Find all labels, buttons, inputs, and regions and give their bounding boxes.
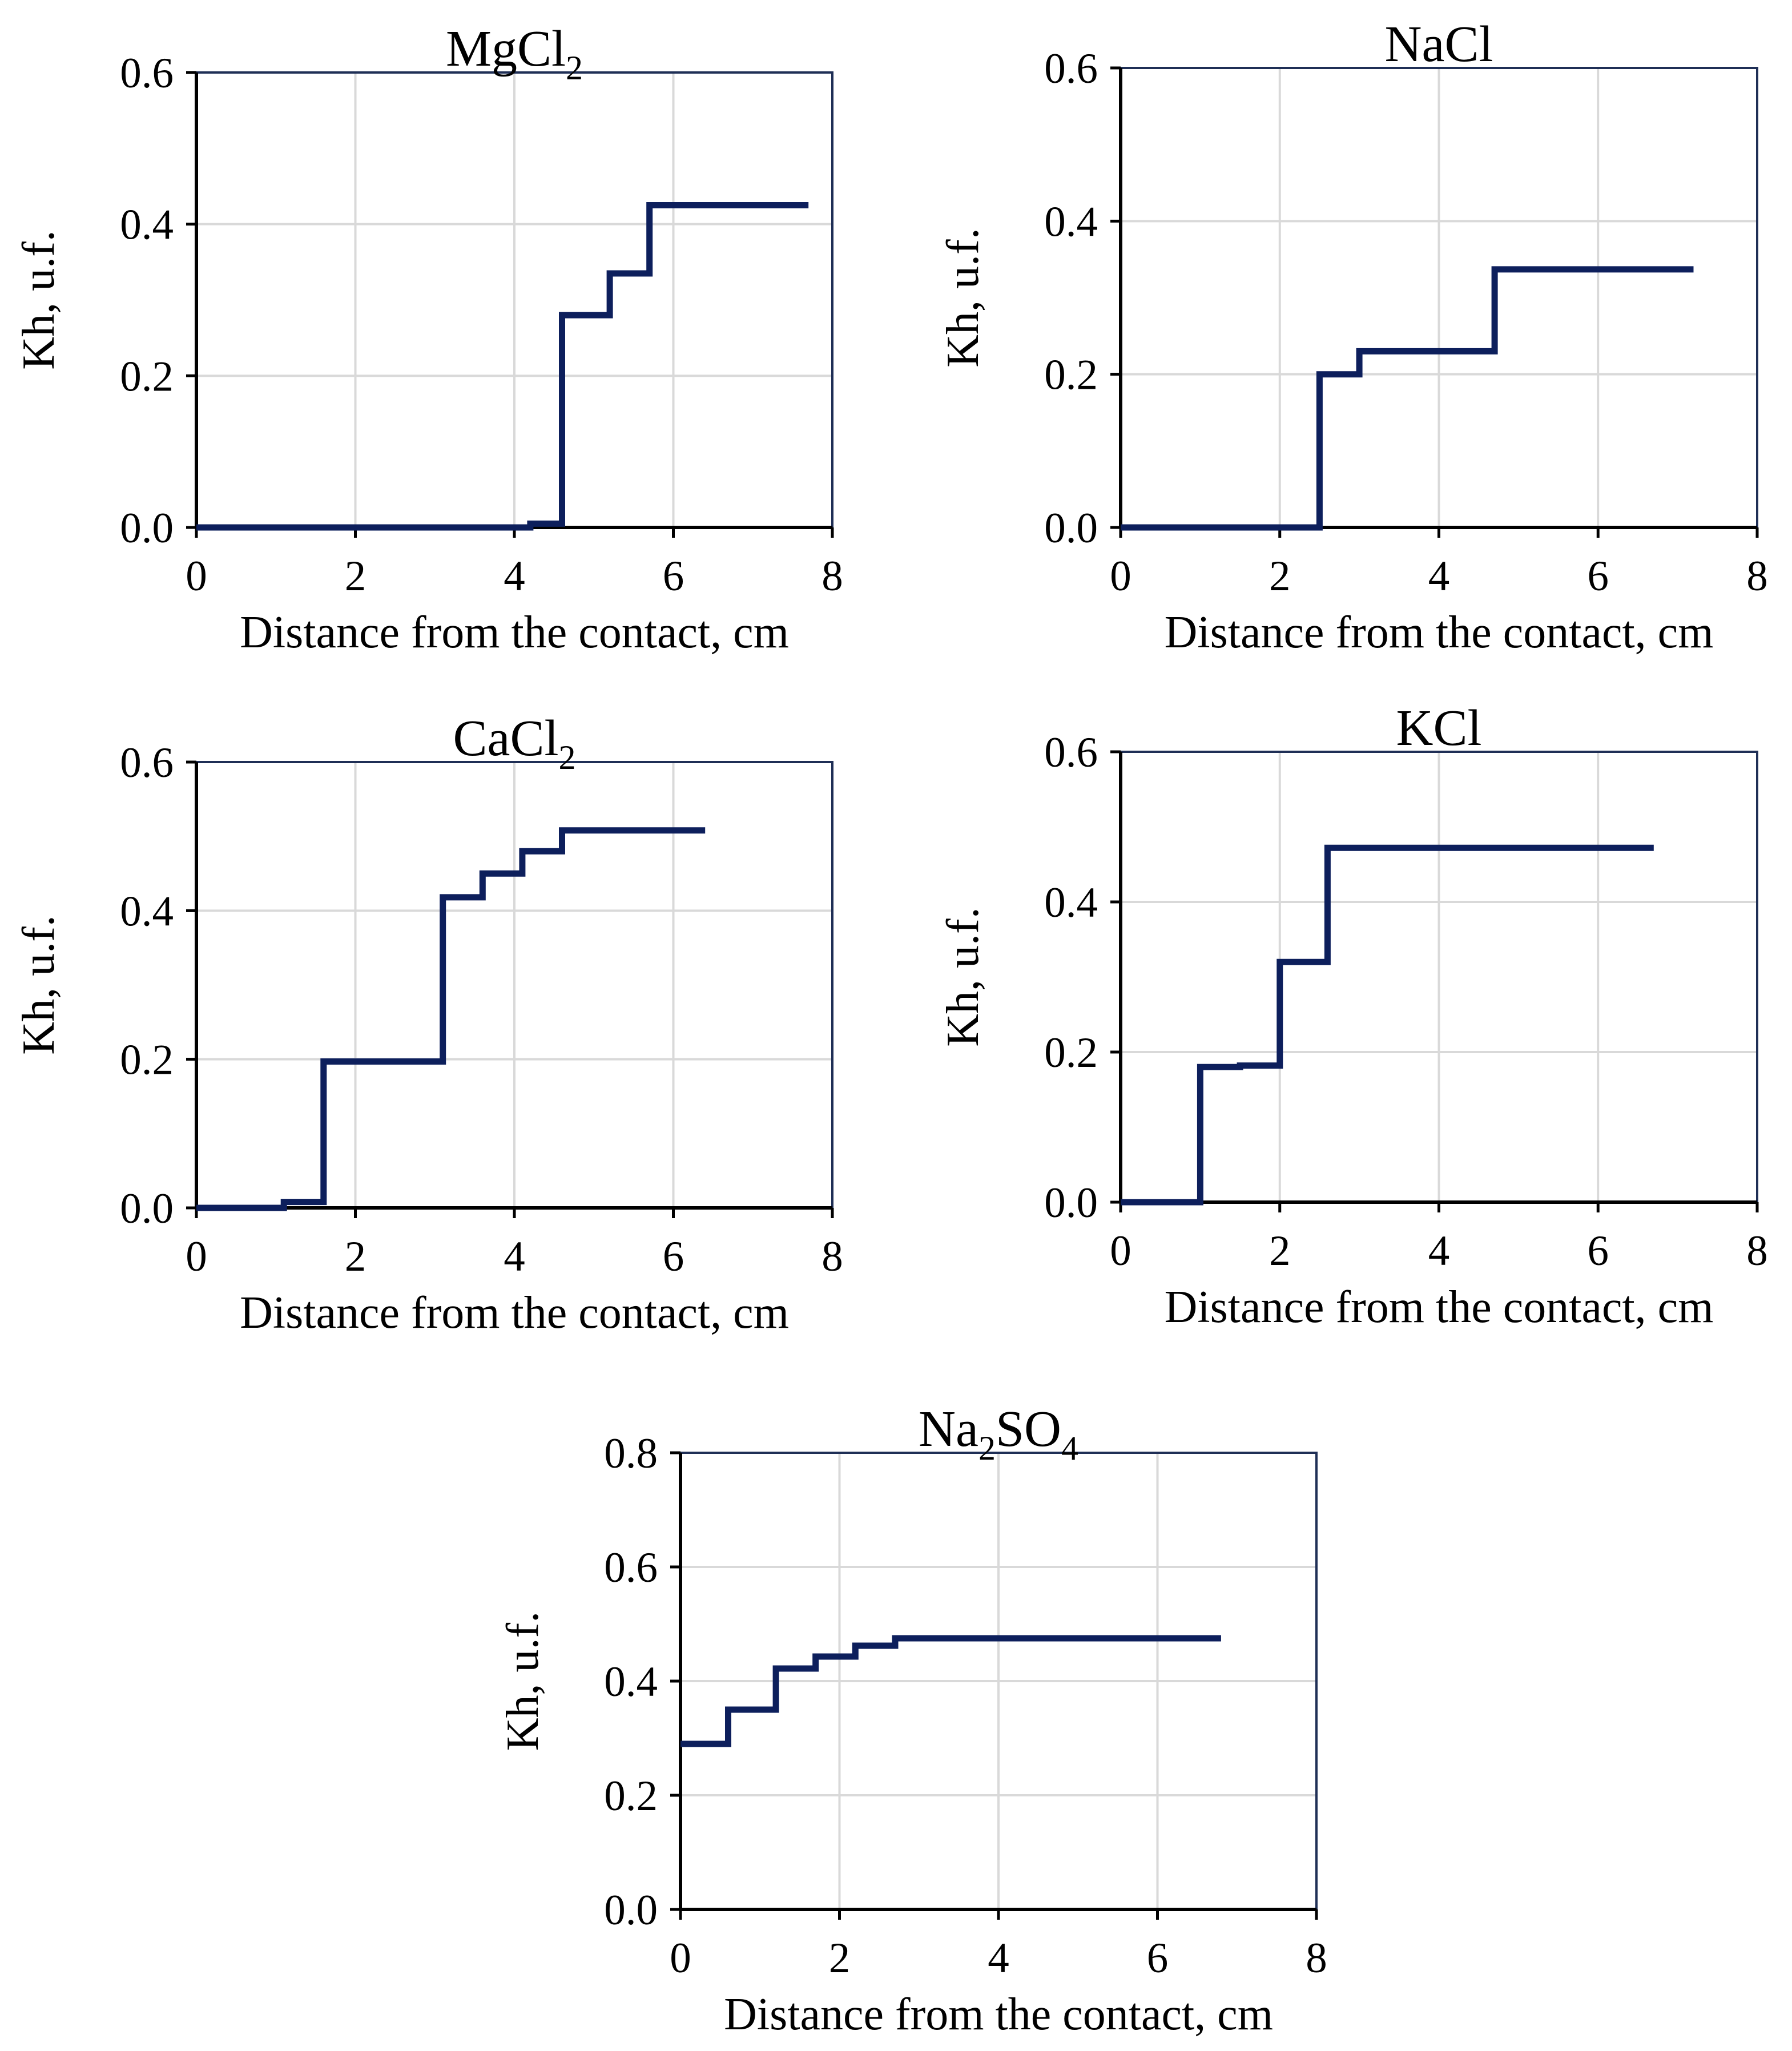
x-tick-label: 4 xyxy=(504,1233,525,1280)
y-tick-label: 0.0 xyxy=(1044,505,1098,552)
chart-title-subscript: 2 xyxy=(559,739,576,776)
x-tick-label: 8 xyxy=(1306,1935,1327,1982)
x-tick-label: 2 xyxy=(345,1233,367,1280)
x-tick-label: 4 xyxy=(504,553,525,600)
chart-title-main: NaCl xyxy=(1385,16,1493,72)
chart-title: MgCl2 xyxy=(446,21,583,87)
y-tick-label: 0.4 xyxy=(120,202,174,249)
y-axis-title: Kh, u.f. xyxy=(14,230,64,369)
y-axis-title: Kh, u.f. xyxy=(938,907,988,1046)
y-tick-label: 0.0 xyxy=(120,1185,174,1232)
data-series-line xyxy=(680,1635,1221,1747)
y-tick-label: 0.4 xyxy=(1044,879,1098,926)
x-tick-label: 2 xyxy=(829,1935,851,1982)
x-tick-label: 0 xyxy=(1110,1227,1131,1275)
chart-title: CaCl2 xyxy=(453,710,575,776)
y-tick-label: 0.6 xyxy=(120,50,174,97)
y-tick-label: 0.4 xyxy=(1044,198,1098,245)
y-tick-label: 0.2 xyxy=(604,1772,658,1820)
x-axis-title: Distance from the contact, cm xyxy=(240,607,789,658)
x-tick-label: 4 xyxy=(1428,1227,1450,1275)
y-tick-label: 0.4 xyxy=(604,1658,658,1706)
y-tick-label: 0.2 xyxy=(1044,1029,1098,1077)
y-tick-label: 0.0 xyxy=(604,1887,658,1934)
x-tick-label: 4 xyxy=(1428,553,1450,600)
x-axis-title: Distance from the contact, cm xyxy=(1165,1282,1714,1332)
x-tick-label: 0 xyxy=(186,1233,207,1280)
chart-title-main: Na xyxy=(919,1401,978,1457)
x-axis-title: Distance from the contact, cm xyxy=(240,1288,789,1338)
x-tick-label: 8 xyxy=(821,1233,843,1280)
y-tick-label: 0.8 xyxy=(604,1430,658,1477)
y-axis-title: Kh, u.f. xyxy=(938,228,988,367)
chart-title-subscript: 2 xyxy=(566,49,583,87)
chart-kcl: 0.0 0.2 0.4 0.6 0 2 4 6 8 Distance from the conta… xyxy=(938,700,1768,1332)
chart-title-subscript: 4 xyxy=(1061,1429,1078,1467)
data-series-line xyxy=(1121,266,1694,531)
chart-title: KCl xyxy=(1396,700,1481,756)
x-tick-label: 0 xyxy=(670,1935,691,1982)
chart-na2so4: 0.0 0.2 0.4 0.6 0.8 0 2 4 6 8 Distance from the co… xyxy=(498,1401,1327,2040)
chart-title: Na2SO4 xyxy=(919,1401,1078,1467)
x-tick-label: 8 xyxy=(821,553,843,600)
x-tick-label: 6 xyxy=(663,1233,684,1280)
x-tick-label: 6 xyxy=(1588,1227,1609,1275)
y-tick-label: 0.4 xyxy=(120,888,174,935)
chart-title-tail: SO xyxy=(996,1401,1061,1457)
x-axis-title: Distance from the contact, cm xyxy=(724,1989,1273,2040)
y-tick-label: 0.0 xyxy=(1044,1179,1098,1227)
y-tick-label: 0.6 xyxy=(120,739,174,787)
x-tick-label: 2 xyxy=(345,553,367,600)
data-series-line xyxy=(1121,844,1654,1206)
x-tick-label: 2 xyxy=(1269,553,1291,600)
y-tick-label: 0.6 xyxy=(1044,45,1098,92)
chart-cacl2: 0.0 0.2 0.4 0.6 0 2 4 6 8 Distance from the conta… xyxy=(14,710,843,1338)
chart-title-subscript: 2 xyxy=(978,1429,996,1467)
x-tick-label: 4 xyxy=(988,1935,1009,1982)
chart-title-main: CaCl xyxy=(453,710,558,767)
x-tick-label: 6 xyxy=(1147,1935,1169,1982)
y-axis-title: Kh, u.f. xyxy=(14,915,64,1054)
x-tick-label: 6 xyxy=(663,553,684,600)
x-tick-label: 2 xyxy=(1269,1227,1291,1275)
data-series-line xyxy=(196,827,706,1211)
x-axis-title: Distance from the contact, cm xyxy=(1165,607,1714,658)
chart-mgcl2: 0.0 0.2 0.4 0.6 0 2 4 6 8 Distance from the conta… xyxy=(14,21,843,658)
chart-title: NaCl xyxy=(1385,16,1493,72)
x-tick-label: 0 xyxy=(186,553,207,600)
x-tick-label: 0 xyxy=(1110,553,1131,600)
y-axis-title: Kh, u.f. xyxy=(498,1611,548,1751)
y-tick-label: 0.2 xyxy=(1044,352,1098,399)
y-tick-label: 0.2 xyxy=(120,1037,174,1084)
x-tick-label: 8 xyxy=(1746,1227,1768,1275)
y-tick-label: 0.2 xyxy=(120,353,174,400)
chart-title-main: MgCl xyxy=(446,21,566,77)
chart-nacl: 0.0 0.2 0.4 0.6 0 2 4 6 8 Distance from the conta… xyxy=(938,16,1768,658)
y-tick-label: 0.6 xyxy=(1044,729,1098,776)
chart-title-main: KCl xyxy=(1396,700,1481,756)
y-tick-label: 0.6 xyxy=(604,1544,658,1591)
x-tick-label: 6 xyxy=(1588,553,1609,600)
y-tick-label: 0.0 xyxy=(120,505,174,552)
x-tick-label: 8 xyxy=(1746,553,1768,600)
data-series-line xyxy=(196,202,809,531)
